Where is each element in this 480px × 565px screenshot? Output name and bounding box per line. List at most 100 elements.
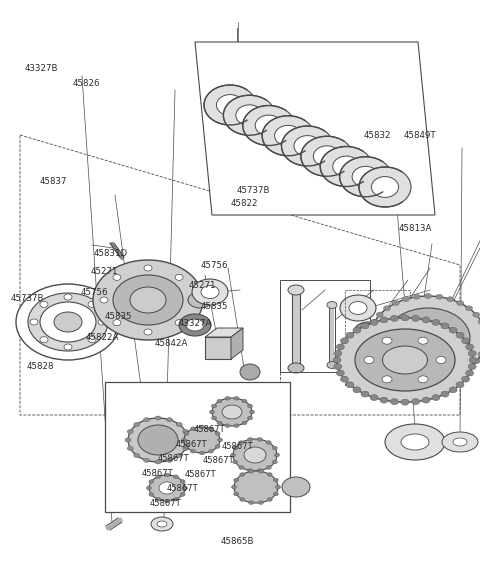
Ellipse shape <box>40 337 48 343</box>
Text: 45837: 45837 <box>39 177 67 186</box>
Ellipse shape <box>180 493 185 496</box>
Ellipse shape <box>113 320 121 325</box>
Text: 45867T: 45867T <box>157 454 189 463</box>
Ellipse shape <box>208 427 214 431</box>
Ellipse shape <box>248 469 252 472</box>
Ellipse shape <box>468 364 476 370</box>
Ellipse shape <box>212 398 252 426</box>
Ellipse shape <box>88 337 96 343</box>
Ellipse shape <box>413 377 420 382</box>
Text: 45865B: 45865B <box>221 537 254 546</box>
Ellipse shape <box>380 397 388 403</box>
Ellipse shape <box>436 357 446 363</box>
Text: 45867T: 45867T <box>150 499 181 508</box>
Ellipse shape <box>167 418 172 421</box>
Ellipse shape <box>401 399 409 405</box>
Ellipse shape <box>183 446 189 450</box>
Ellipse shape <box>294 136 321 157</box>
Ellipse shape <box>401 434 429 450</box>
Ellipse shape <box>376 312 383 317</box>
Text: 45828: 45828 <box>26 362 54 371</box>
Ellipse shape <box>370 394 378 401</box>
Ellipse shape <box>354 342 390 368</box>
Ellipse shape <box>334 364 342 370</box>
Ellipse shape <box>249 501 253 505</box>
Ellipse shape <box>267 473 272 476</box>
Text: 45867T: 45867T <box>222 442 253 451</box>
Ellipse shape <box>255 115 282 136</box>
Ellipse shape <box>466 370 474 376</box>
Ellipse shape <box>236 105 263 125</box>
Ellipse shape <box>468 350 476 357</box>
Ellipse shape <box>413 294 420 299</box>
Text: 45867T: 45867T <box>175 440 207 449</box>
Text: 45867T: 45867T <box>203 456 234 465</box>
Ellipse shape <box>201 285 219 298</box>
Ellipse shape <box>184 427 220 453</box>
Ellipse shape <box>422 317 430 323</box>
Ellipse shape <box>457 301 464 306</box>
Ellipse shape <box>478 319 480 324</box>
Ellipse shape <box>402 374 409 379</box>
Ellipse shape <box>346 382 354 388</box>
Ellipse shape <box>222 405 242 419</box>
Ellipse shape <box>156 475 160 479</box>
Ellipse shape <box>127 446 133 450</box>
Ellipse shape <box>215 432 220 435</box>
Text: 45867T: 45867T <box>185 470 216 479</box>
Ellipse shape <box>113 275 121 280</box>
Ellipse shape <box>88 301 96 307</box>
Ellipse shape <box>368 344 374 349</box>
Ellipse shape <box>157 521 167 527</box>
Ellipse shape <box>215 445 220 448</box>
Ellipse shape <box>340 376 348 382</box>
Ellipse shape <box>64 294 72 300</box>
Ellipse shape <box>473 312 480 317</box>
Ellipse shape <box>234 471 278 503</box>
Ellipse shape <box>320 146 372 186</box>
Ellipse shape <box>370 296 480 380</box>
Ellipse shape <box>240 473 245 476</box>
Ellipse shape <box>412 315 420 321</box>
Ellipse shape <box>176 454 182 458</box>
Ellipse shape <box>243 106 295 146</box>
Ellipse shape <box>239 441 244 444</box>
Ellipse shape <box>334 350 342 357</box>
Ellipse shape <box>442 432 478 452</box>
Ellipse shape <box>233 446 238 450</box>
Ellipse shape <box>234 397 239 400</box>
Ellipse shape <box>449 387 457 393</box>
Ellipse shape <box>250 410 254 414</box>
Ellipse shape <box>371 319 378 324</box>
Ellipse shape <box>186 319 204 331</box>
Ellipse shape <box>410 325 446 351</box>
Ellipse shape <box>30 319 38 325</box>
Ellipse shape <box>385 424 445 460</box>
Text: 43327B: 43327B <box>25 64 59 73</box>
Ellipse shape <box>223 95 276 135</box>
Ellipse shape <box>368 327 374 332</box>
Ellipse shape <box>159 482 175 494</box>
Ellipse shape <box>449 327 457 333</box>
Ellipse shape <box>420 332 436 344</box>
Ellipse shape <box>240 364 260 380</box>
Ellipse shape <box>353 387 361 393</box>
Ellipse shape <box>436 294 443 299</box>
Ellipse shape <box>149 480 154 483</box>
Ellipse shape <box>340 157 392 197</box>
Ellipse shape <box>276 485 280 489</box>
Ellipse shape <box>233 460 238 464</box>
Ellipse shape <box>146 486 152 490</box>
Ellipse shape <box>191 427 195 431</box>
Ellipse shape <box>231 485 237 489</box>
Ellipse shape <box>138 425 178 455</box>
Ellipse shape <box>382 337 392 344</box>
Ellipse shape <box>234 492 239 496</box>
Ellipse shape <box>144 418 149 421</box>
Ellipse shape <box>156 497 160 501</box>
Ellipse shape <box>346 332 354 338</box>
Ellipse shape <box>432 319 440 325</box>
Ellipse shape <box>54 312 82 332</box>
Ellipse shape <box>390 399 398 405</box>
Ellipse shape <box>176 423 182 427</box>
